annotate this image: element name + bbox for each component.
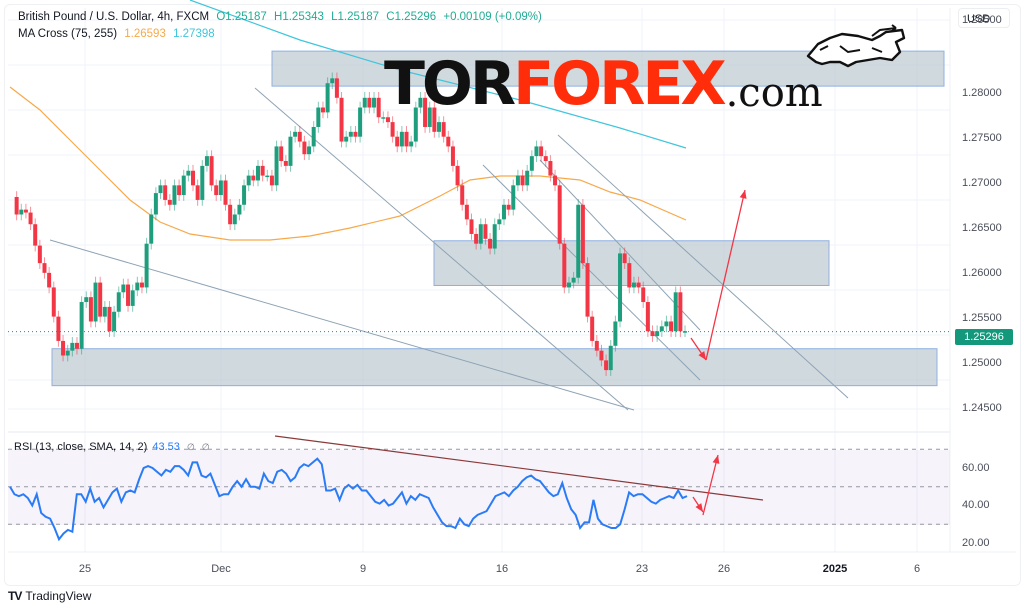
y-tick: 1.28000 [962,87,1002,99]
bull-icon [806,24,906,68]
y-tick: 1.25500 [962,312,1002,324]
rsi-y-tick: 60.00 [962,462,990,474]
brand-com: .com [725,70,823,116]
rsi-na-2: ∅ [201,442,210,452]
y-tick: 1.26500 [962,222,1002,234]
tradingview-brand[interactable]: TV TradingView [8,589,91,603]
tradingview-logo-icon: TV [8,589,22,603]
x-tick: 23 [635,563,649,575]
brand-forex: FOREX [513,49,726,119]
ma-slow-value: 1.27398 [173,28,215,40]
ohlc-close: C1.25296 [386,11,437,23]
brand-tor: TOR [384,49,516,119]
x-tick: Dec [211,563,231,575]
y-tick: 1.26000 [962,267,1002,279]
x-tick-year: 2025 [822,563,848,575]
x-tick: 26 [717,563,731,575]
y-tick: 1.28500 [962,14,1002,26]
torforex-watermark: TOR FOREX .com [384,44,823,114]
x-tick: 25 [78,563,92,575]
currency-button[interactable]: USD [958,8,1010,28]
rsi-na-1: ∅ [186,442,195,452]
ohlc-change: +0.00109 (+0.09%) [443,11,542,23]
chart-frame [4,4,1021,586]
ohlc-high: H1.25343 [274,11,324,23]
y-tick: 1.27000 [962,177,1002,189]
tradingview-label: TradingView [25,589,92,603]
x-tick: 16 [495,563,509,575]
rsi-legend[interactable]: RSI (13, close, SMA, 14, 2) 43.53 ∅ ∅ [14,441,210,453]
x-tick: 6 [913,563,921,575]
rsi-label: RSI (13, close, SMA, 14, 2) [14,441,148,453]
y-tick: 1.27500 [962,132,1002,144]
rsi-value: 43.53 [152,441,180,453]
ohlc-low: L1.25187 [331,11,380,23]
ma-fast-value: 1.26593 [124,28,166,40]
y-tick: 1.24500 [962,402,1002,414]
x-tick: 9 [359,563,367,575]
rsi-y-tick: 40.00 [962,499,990,511]
ohlc-open: O1.25187 [216,11,267,23]
ma-cross-label[interactable]: MA Cross (75, 255) [18,28,118,40]
current-price-tag: 1.25296 [955,329,1013,345]
y-tick: 1.25000 [962,357,1002,369]
rsi-y-tick: 20.00 [962,537,990,549]
symbol-legend: British Pound / U.S. Dollar, 4h, FXCM O1… [18,9,546,43]
symbol-title[interactable]: British Pound / U.S. Dollar, 4h, FXCM [18,11,210,23]
